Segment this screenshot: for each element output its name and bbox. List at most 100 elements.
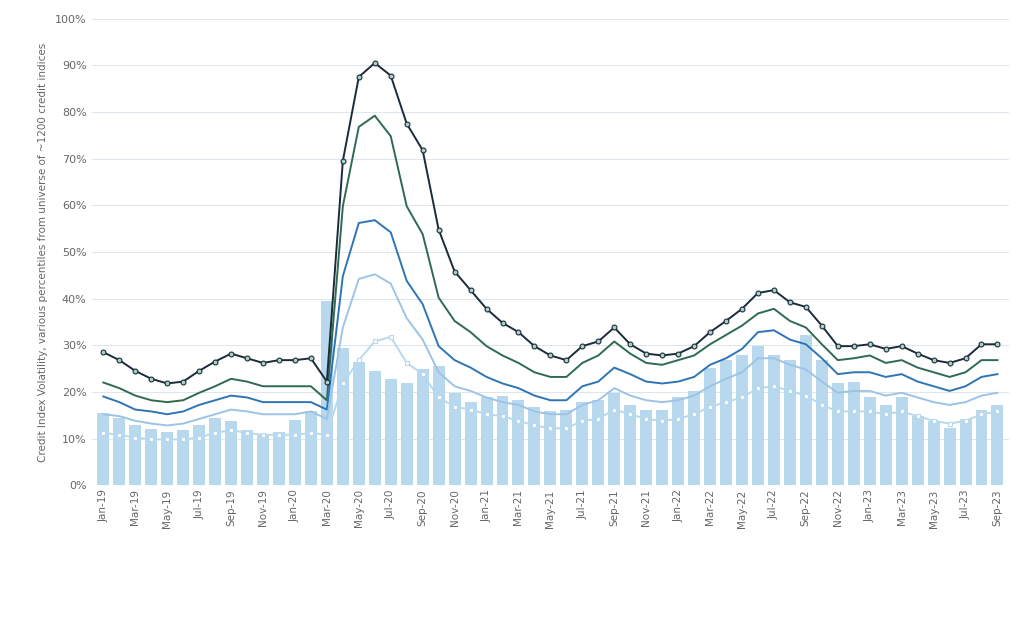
99.5th Percentile (161, 379, 173, 387)
99.5th Percentile (736, 305, 749, 312)
95th Percentile (129, 417, 141, 425)
Bar (241, 430, 253, 485)
Bar (928, 421, 940, 485)
Bar (417, 369, 429, 485)
98th Percentile (369, 216, 381, 224)
95th Percentile (736, 368, 749, 376)
Bar (480, 397, 493, 485)
Bar (656, 410, 668, 485)
Bar (831, 383, 844, 485)
95th Percentile (369, 271, 381, 278)
Bar (720, 360, 732, 485)
Bar (400, 383, 413, 485)
Bar (545, 412, 556, 485)
Bar (640, 410, 652, 485)
99.5th Percentile (352, 73, 365, 81)
98th Percentile (512, 384, 524, 392)
90th Percentile (385, 333, 397, 341)
Bar (385, 379, 396, 485)
Bar (592, 401, 604, 485)
99th Percentile (752, 310, 764, 317)
Bar (577, 402, 589, 485)
95th Percentile (991, 389, 1004, 397)
99.5th Percentile (145, 375, 158, 383)
Bar (449, 393, 461, 485)
99th Percentile (97, 379, 110, 386)
95th Percentile (352, 275, 365, 282)
Bar (145, 429, 158, 485)
98th Percentile (161, 411, 173, 418)
99th Percentile (161, 399, 173, 406)
Bar (943, 428, 955, 485)
98th Percentile (352, 219, 365, 226)
98th Percentile (991, 371, 1004, 378)
Bar (321, 301, 333, 485)
Bar (560, 410, 572, 485)
Bar (528, 407, 541, 485)
Bar (896, 397, 907, 485)
Bar (194, 425, 205, 485)
Bar (736, 355, 748, 485)
Bar (209, 417, 221, 485)
Bar (705, 368, 716, 485)
Line: 95th Percentile: 95th Percentile (103, 274, 997, 425)
Bar (225, 421, 238, 485)
Bar (177, 430, 189, 485)
99th Percentile (369, 112, 381, 119)
98th Percentile (97, 393, 110, 401)
95th Percentile (752, 355, 764, 362)
Bar (305, 411, 316, 485)
Bar (625, 405, 636, 485)
99th Percentile (736, 322, 749, 330)
Line: 99th Percentile: 99th Percentile (103, 116, 997, 402)
Bar (129, 425, 141, 485)
Bar (672, 397, 684, 485)
90th Percentile (752, 384, 764, 392)
90th Percentile (991, 408, 1004, 415)
Bar (257, 434, 269, 485)
98th Percentile (129, 406, 141, 414)
Bar (433, 366, 444, 485)
Bar (816, 360, 827, 485)
Bar (497, 396, 509, 485)
Bar (848, 382, 860, 485)
Bar (337, 348, 349, 485)
90th Percentile (145, 435, 158, 443)
Bar (289, 420, 301, 485)
90th Percentile (736, 394, 749, 401)
Bar (784, 360, 796, 485)
Bar (273, 432, 285, 485)
Bar (911, 416, 924, 485)
99th Percentile (512, 360, 524, 367)
Bar (114, 417, 125, 485)
90th Percentile (129, 434, 141, 442)
99.5th Percentile (97, 348, 110, 356)
Bar (161, 432, 173, 485)
95th Percentile (161, 422, 173, 429)
90th Percentile (512, 417, 524, 425)
Bar (880, 405, 892, 485)
98th Percentile (736, 345, 749, 353)
Bar (512, 401, 524, 485)
99.5th Percentile (752, 289, 764, 297)
Bar (800, 335, 812, 485)
99.5th Percentile (129, 367, 141, 374)
Line: 99.5th Percentile: 99.5th Percentile (101, 60, 999, 386)
Bar (465, 402, 476, 485)
99th Percentile (145, 397, 158, 404)
Bar (608, 393, 621, 485)
99.5th Percentile (369, 59, 381, 67)
98th Percentile (752, 328, 764, 336)
99.5th Percentile (991, 341, 1004, 348)
95th Percentile (97, 411, 110, 418)
90th Percentile (161, 435, 173, 443)
Bar (959, 419, 972, 485)
90th Percentile (352, 356, 365, 364)
Bar (97, 413, 110, 485)
Bar (353, 361, 365, 485)
90th Percentile (97, 429, 110, 437)
Bar (768, 355, 780, 485)
Bar (369, 371, 381, 485)
Line: 90th Percentile: 90th Percentile (101, 335, 999, 442)
Bar (688, 391, 700, 485)
